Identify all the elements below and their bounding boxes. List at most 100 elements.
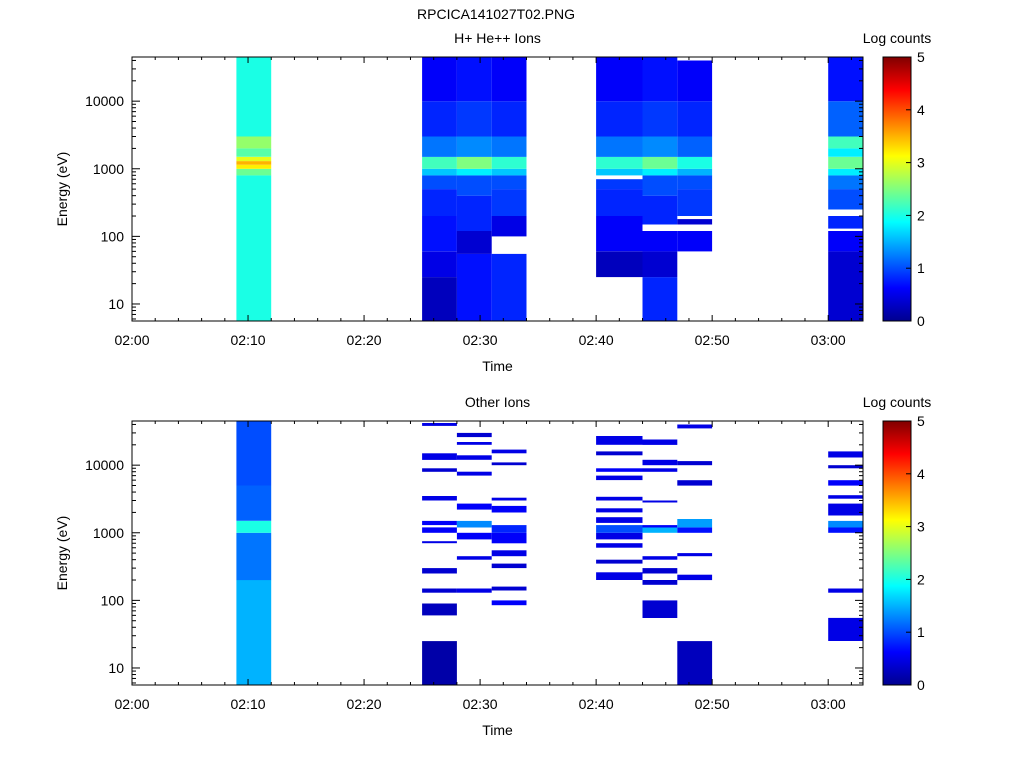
spectrogram-cell xyxy=(596,572,643,580)
spectrogram-cell xyxy=(828,251,863,321)
spectrogram-cell xyxy=(491,216,527,237)
spectrogram-cell xyxy=(456,503,492,510)
spectrogram-cell xyxy=(422,277,457,321)
colorbar-tick-label: 5 xyxy=(917,49,925,65)
spectrogram-cell xyxy=(596,517,643,523)
colorbar-label: Log counts xyxy=(863,394,932,410)
spectrogram-cell xyxy=(642,600,678,618)
spectrogram-cell xyxy=(236,520,272,533)
spectrogram-cell xyxy=(596,168,643,176)
spectrogram-cell xyxy=(596,451,643,456)
panel-title: H+ He++ Ions xyxy=(454,30,541,46)
spectrogram-cell xyxy=(677,574,713,581)
spectrogram-cell xyxy=(596,532,643,540)
spectrogram-cell xyxy=(422,423,457,426)
spectrogram-cell xyxy=(491,563,527,569)
spectrogram-cell xyxy=(828,527,863,533)
spectrogram-cell xyxy=(642,459,678,466)
x-tick-label: 02:10 xyxy=(231,332,266,348)
spectrogram-cell xyxy=(456,520,492,528)
spectrogram-cell xyxy=(828,231,863,252)
spectrogram-cell xyxy=(596,156,643,169)
spectrogram-cell xyxy=(828,216,863,229)
y-tick-label: 1000 xyxy=(93,525,124,541)
spectrogram-cell xyxy=(422,496,457,501)
x-tick-label: 02:50 xyxy=(695,696,730,712)
spectrogram-cell xyxy=(596,251,643,278)
y-axis-label: Energy (eV) xyxy=(54,516,70,591)
spectrogram-cell xyxy=(828,503,863,516)
spectrogram-cell xyxy=(456,136,492,157)
spectrogram-cell xyxy=(422,168,457,176)
y-tick-label: 100 xyxy=(101,592,125,608)
spectrogram-cell xyxy=(642,175,678,196)
y-tick-label: 1000 xyxy=(93,161,124,177)
spectrogram-cell xyxy=(642,568,678,574)
spectrogram-cell xyxy=(422,603,457,616)
spectrogram-cell xyxy=(828,588,863,593)
spectrogram-cell xyxy=(456,231,492,254)
spectrogram-cell xyxy=(596,475,643,481)
spectrogram-cell xyxy=(422,568,457,574)
colorbar-label: Log counts xyxy=(863,30,932,46)
spectrogram-cell xyxy=(642,168,678,176)
spectrogram-cell xyxy=(828,465,863,469)
spectrogram-cell xyxy=(491,168,527,176)
figure-title: RPCICA141027T02.PNG xyxy=(417,6,575,22)
spectrogram-cell xyxy=(828,495,863,499)
spectrogram-cell xyxy=(422,156,457,169)
x-tick-label: 02:20 xyxy=(347,332,382,348)
spectrogram-cell xyxy=(491,156,527,169)
spectrogram-cell xyxy=(642,195,678,225)
colorbar-tick-label: 0 xyxy=(917,677,925,693)
spectrogram-cell xyxy=(456,442,492,445)
spectrogram-cell xyxy=(456,175,492,196)
spectrogram-cell xyxy=(236,532,272,581)
colorbar-gradient xyxy=(882,56,912,322)
spectrogram-cell xyxy=(677,527,713,533)
spectrogram-cell xyxy=(642,231,678,252)
spectrogram-cell xyxy=(456,588,492,593)
spectrogram-cell xyxy=(491,532,527,544)
spectrogram-cell xyxy=(456,556,492,560)
panel-title: Other Ions xyxy=(465,394,530,410)
spectrogram-cell xyxy=(828,520,863,528)
spectrogram-cell xyxy=(236,168,272,176)
spectrogram-cell xyxy=(236,421,272,486)
y-tick-label: 10 xyxy=(108,660,124,676)
spectrogram-cell xyxy=(236,57,272,137)
x-tick-label: 02:40 xyxy=(579,696,614,712)
x-tick-label: 02:20 xyxy=(347,696,382,712)
spectrogram-cell xyxy=(422,57,457,102)
colorbar-tick-label: 1 xyxy=(917,260,925,276)
x-axis-label: Time xyxy=(482,722,513,738)
spectrogram-cell xyxy=(596,496,643,501)
spectrogram-cell xyxy=(456,101,492,137)
spectrogram-cell xyxy=(491,101,527,137)
spectrogram-cell xyxy=(491,586,527,591)
spectrogram-cell xyxy=(491,497,527,501)
x-tick-label: 02:50 xyxy=(695,332,730,348)
spectrogram-cell xyxy=(677,136,713,157)
y-tick-label: 100 xyxy=(101,228,125,244)
spectrogram-cell xyxy=(828,617,863,641)
spectrogram-cell xyxy=(422,251,457,278)
spectrogram-cell xyxy=(677,219,713,225)
spectrogram-cell xyxy=(596,179,643,190)
colorbar-tick-label: 1 xyxy=(917,624,925,640)
spectrogram-columns xyxy=(236,421,863,685)
spectrogram-cell xyxy=(677,101,713,137)
spectrogram-cell xyxy=(677,189,713,216)
spectrogram-cell xyxy=(596,559,643,564)
spectrogram-cell xyxy=(677,641,713,685)
spectrogram-cell xyxy=(677,461,713,466)
spectrogram-cell xyxy=(677,168,713,176)
spectrogram-cell xyxy=(596,508,643,513)
spectrogram-cell xyxy=(422,189,457,216)
spectrogram-cell xyxy=(491,449,527,454)
colorbar-tick-label: 5 xyxy=(917,413,925,429)
x-tick-label: 02:30 xyxy=(463,332,498,348)
spectrogram-cell xyxy=(456,455,492,460)
spectrogram-cell xyxy=(422,453,457,460)
